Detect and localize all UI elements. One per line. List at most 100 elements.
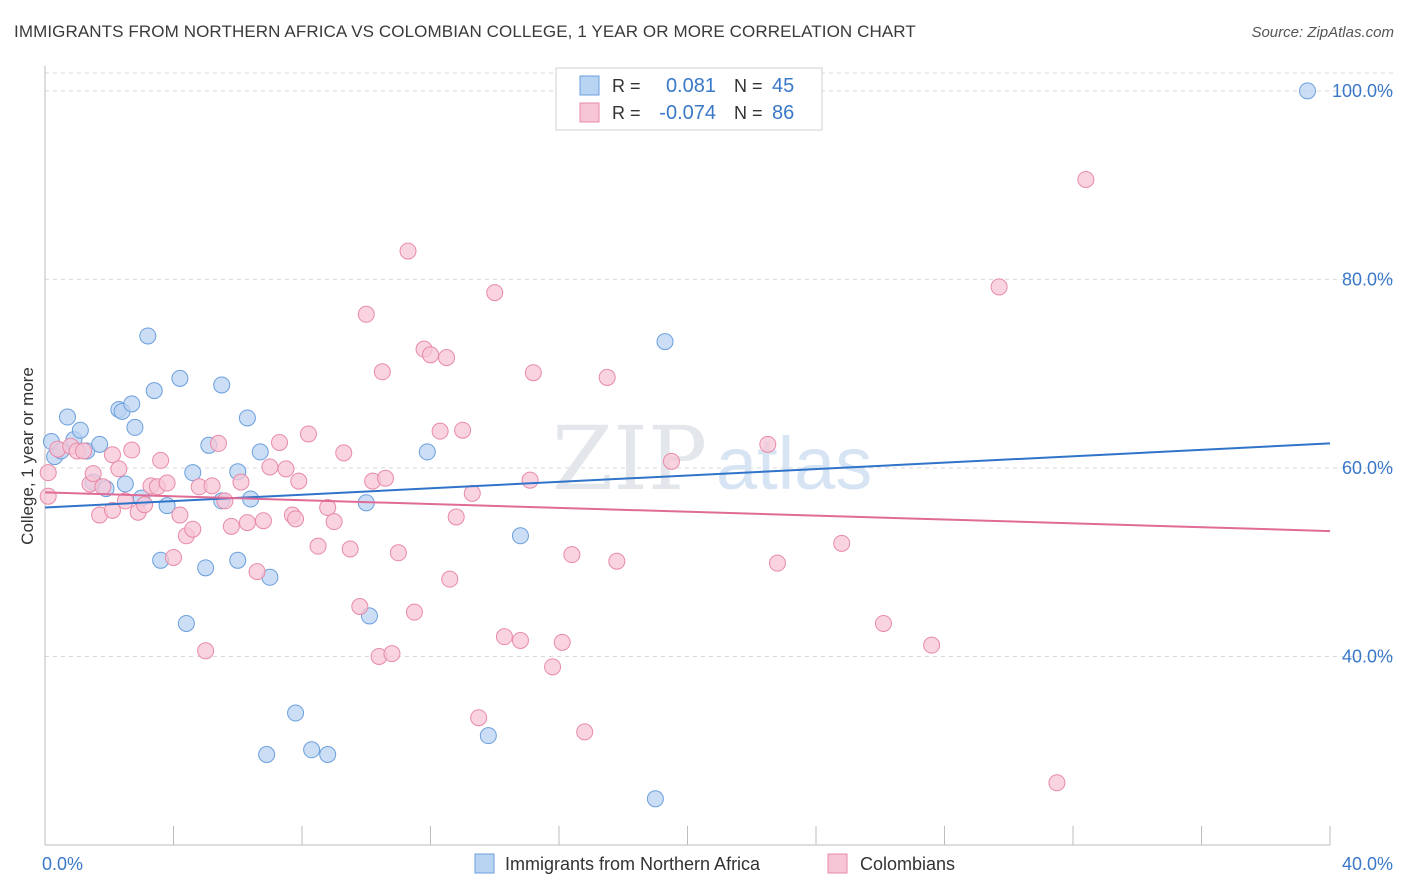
legend-label-blue: Immigrants from Northern Africa	[505, 854, 761, 874]
point-pink	[553, 633, 571, 651]
point-pink	[833, 534, 851, 552]
point-pink	[203, 477, 221, 495]
point-blue	[177, 614, 195, 632]
y-tick-label: 100.0%	[1332, 81, 1393, 101]
point-blue	[303, 741, 321, 759]
point-pink	[923, 636, 941, 654]
stats-swatch-pink	[579, 102, 600, 123]
point-pink	[759, 435, 777, 453]
point-pink	[1048, 774, 1066, 792]
y-axis-label: College, 1 year or more	[18, 367, 37, 545]
point-pink	[377, 469, 395, 487]
point-pink	[990, 278, 1008, 296]
stats-legend-box: R = 0.081 N = 45 R = -0.074 N = 86	[555, 67, 823, 131]
stats-n-label: N =	[734, 103, 763, 123]
legend-swatch-pink	[827, 853, 848, 874]
point-blue	[116, 475, 134, 493]
point-pink	[152, 451, 170, 469]
point-pink	[184, 520, 202, 538]
stats-swatch-blue	[579, 75, 600, 96]
point-pink	[422, 346, 439, 364]
y-tick-labels: 40.0% 60.0% 80.0% 100.0%	[1332, 81, 1393, 667]
point-pink	[470, 709, 488, 727]
point-pink	[495, 628, 513, 646]
watermark-atlas: atlas	[716, 422, 872, 505]
stats-box-frame	[555, 67, 823, 131]
stats-r-label: R =	[612, 103, 641, 123]
point-pink	[238, 514, 256, 532]
bottom-legend: Immigrants from Northern Africa Colombian…	[474, 853, 955, 874]
point-blue	[287, 704, 305, 722]
point-blue	[184, 464, 202, 482]
point-blue	[258, 746, 276, 764]
point-pink	[325, 513, 343, 531]
point-pink	[341, 540, 359, 558]
point-pink	[598, 368, 616, 386]
point-blue	[646, 790, 664, 808]
x-tick-labels: 0.0% 40.0%	[42, 854, 1393, 874]
point-pink	[158, 474, 176, 492]
point-pink	[441, 570, 459, 588]
point-blue	[213, 376, 231, 394]
point-pink	[544, 658, 562, 676]
point-pink	[39, 487, 57, 505]
point-blue	[71, 421, 89, 439]
point-blue	[139, 327, 157, 345]
point-pink	[563, 546, 581, 564]
stats-r-value: 0.081	[666, 75, 716, 97]
x-tick-label-start: 0.0%	[42, 854, 83, 874]
point-pink	[254, 512, 272, 530]
point-pink	[463, 484, 481, 502]
point-blue	[656, 333, 674, 351]
point-pink	[277, 460, 295, 478]
point-blue	[229, 551, 247, 569]
stats-n-value: 45	[772, 75, 794, 97]
trend-lines	[44, 442, 1331, 533]
stats-n-value: 86	[772, 102, 794, 124]
point-pink	[103, 501, 121, 519]
y-tick-label: 40.0%	[1342, 646, 1393, 666]
point-blue	[319, 746, 337, 764]
point-pink	[405, 603, 423, 621]
point-pink	[103, 446, 121, 464]
point-blue	[126, 418, 144, 436]
point-pink	[399, 242, 417, 260]
legend-label-pink: Colombians	[860, 854, 955, 874]
watermark: ZIP atlas	[552, 407, 872, 510]
chart-title: IMMIGRANTS FROM NORTHERN AFRICA VS COLOM…	[14, 22, 916, 41]
point-pink	[171, 506, 189, 524]
point-blue	[145, 382, 163, 400]
series-blue-points	[42, 82, 1317, 808]
point-pink	[874, 614, 892, 632]
point-pink	[389, 544, 407, 562]
point-pink	[438, 349, 456, 367]
y-tick-label: 80.0%	[1342, 269, 1393, 289]
point-pink	[271, 433, 289, 451]
point-blue	[197, 559, 215, 577]
point-pink	[136, 496, 154, 514]
point-pink	[319, 499, 337, 517]
point-pink	[524, 364, 542, 382]
point-pink	[335, 444, 353, 462]
point-pink	[197, 642, 215, 660]
point-pink	[299, 425, 317, 443]
point-pink	[486, 284, 504, 302]
source-label: Source: ZipAtlas.com	[1251, 24, 1394, 41]
point-blue	[91, 435, 109, 453]
point-blue	[1299, 82, 1317, 100]
stats-n-label: N =	[734, 76, 763, 96]
point-blue	[171, 369, 189, 387]
point-pink	[75, 442, 93, 460]
point-pink	[232, 473, 250, 491]
point-pink	[511, 631, 529, 649]
point-pink	[84, 465, 102, 483]
point-pink	[94, 478, 112, 496]
point-pink	[351, 598, 369, 616]
point-pink	[1077, 170, 1095, 188]
point-pink	[383, 645, 401, 663]
y-tick-label: 60.0%	[1342, 458, 1393, 478]
watermark-zip: ZIP	[552, 407, 707, 510]
point-pink	[373, 363, 391, 381]
point-pink	[222, 517, 240, 535]
